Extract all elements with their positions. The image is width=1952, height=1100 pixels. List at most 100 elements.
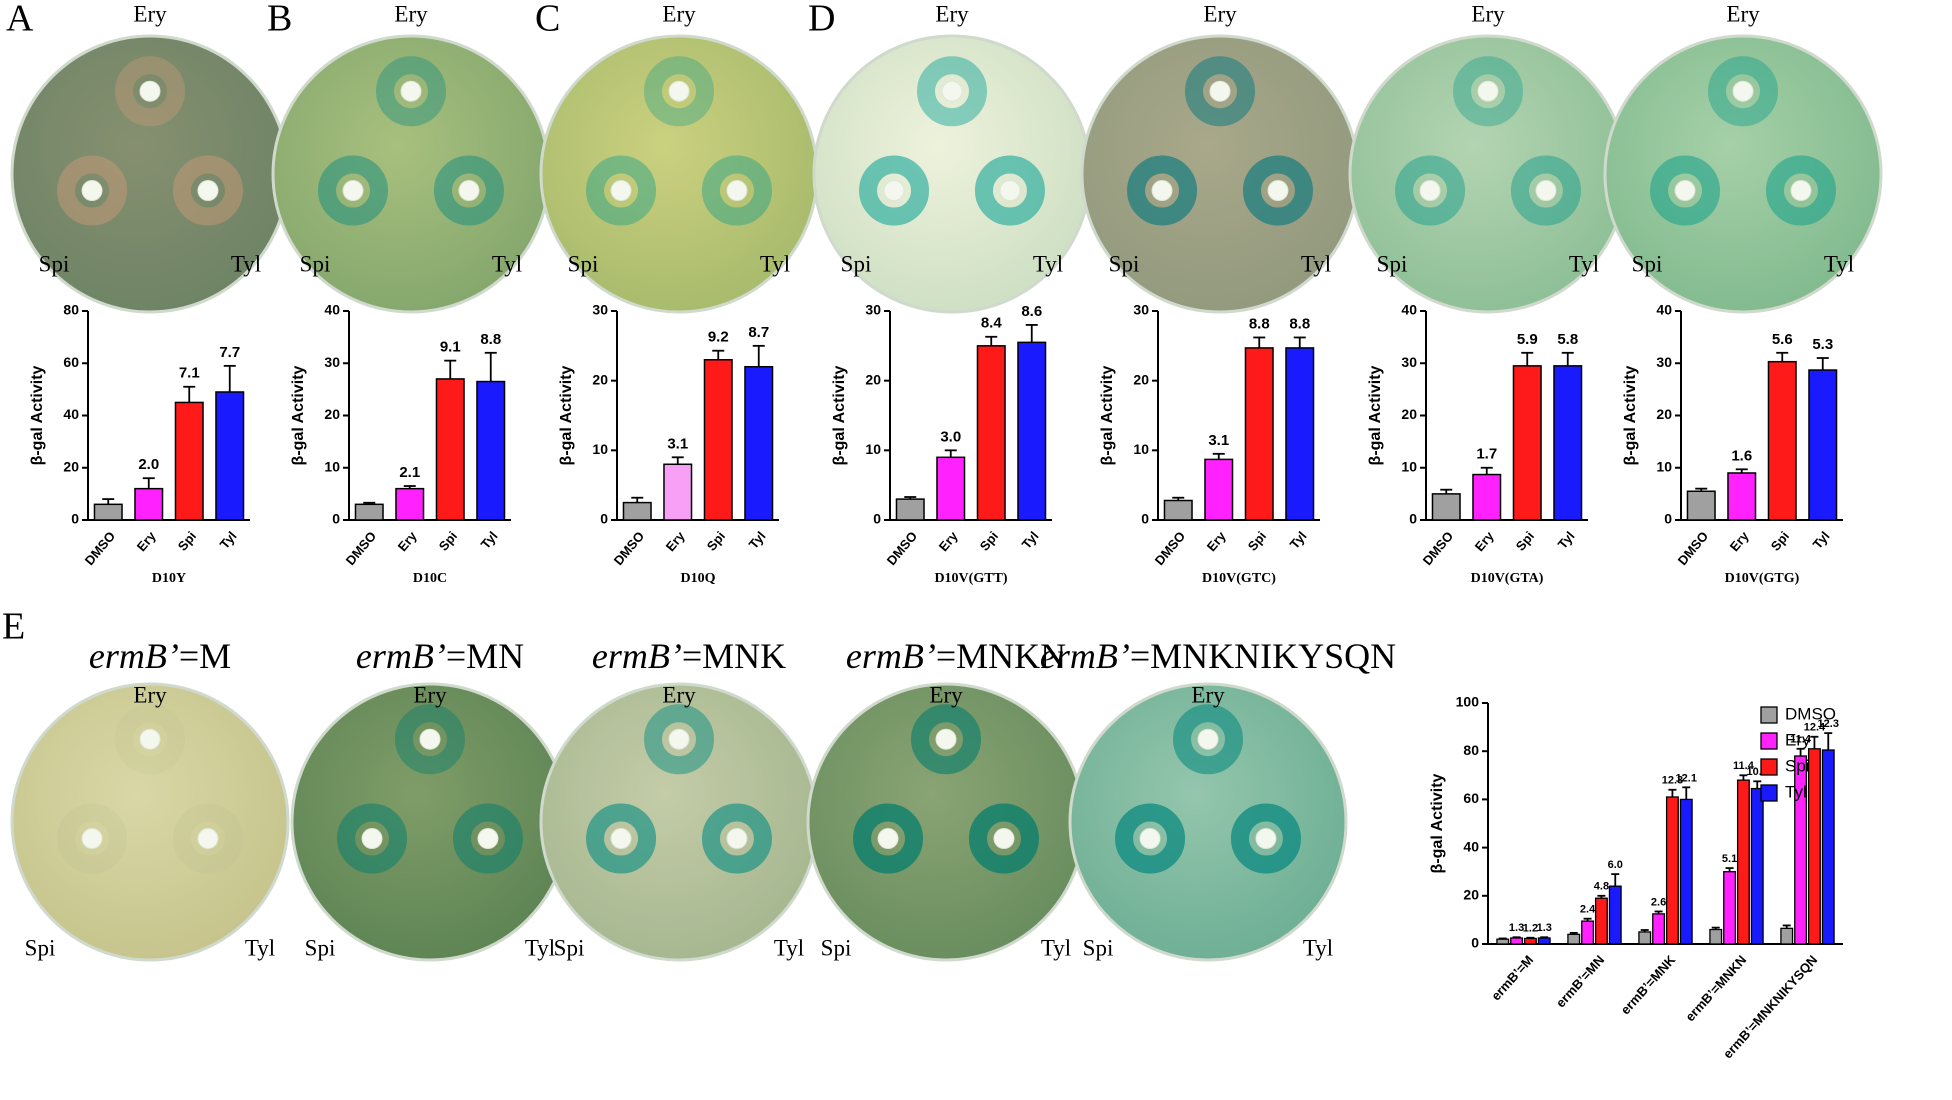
error-bar [1480,466,1493,475]
bar [1163,499,1193,521]
fold-change-label: 5.1 [1722,853,1737,865]
gene-name: ermB’ [89,636,179,676]
plate-label: Ery [413,682,447,707]
x-tick-label: Ery [1472,528,1497,554]
plate-label: Spi [1632,251,1663,276]
error-bar [223,364,236,392]
plate-label: Spi [1083,935,1114,960]
inhibition-halo [433,155,504,226]
error-bar [1440,488,1453,494]
fold-change-label: 7.7 [219,344,240,361]
well [726,180,748,202]
error-bar [1172,496,1185,501]
error-bar [1810,735,1819,749]
y-tick-label: 60 [63,354,79,370]
error-bar [1212,452,1225,460]
x-tick-label: Tyl [1810,528,1833,551]
plate-title: ermB’=MNKNIKYSQN [1040,636,1396,676]
well [993,828,1015,850]
fold-change-label: 12.1 [1676,772,1697,784]
error-bar [1682,786,1691,800]
x-tick-label: ermB’=MNK [1618,952,1679,1018]
bar [1638,931,1652,945]
inhibition-halo [1242,155,1313,226]
y-axis-label: β-gal Activity [831,365,848,465]
inhibition-halo [644,704,714,775]
y-tick-label: 80 [1463,742,1479,758]
x-tick-label: DMSO [1675,528,1712,568]
plate [539,682,819,962]
error-bar [102,498,115,505]
plate-label: Tyl [760,251,790,276]
y-tick-label: 40 [324,302,340,318]
y-axis-label: β-gal Activity [1429,773,1446,873]
well [935,728,957,750]
gene-name: ermB’ [356,636,446,676]
well [342,180,364,202]
well [1419,180,1441,202]
y-tick-label: 10 [324,458,340,474]
bar [1472,473,1502,521]
fold-change-label: 2.0 [138,456,159,473]
error-bar [671,456,684,465]
fold-change-label: 2.1 [399,464,420,481]
plate-title: ermB’=M [89,636,231,676]
bar [1431,493,1461,521]
x-tick-label: DMSO [611,528,648,568]
inhibition-halo [57,155,128,226]
inhibition-halo [911,704,981,775]
well [400,80,422,102]
x-tick-label: Spi [1245,528,1269,553]
bar [93,503,123,521]
x-tick-label: Ery [134,528,159,554]
bar [622,501,652,521]
inhibition-halo [318,155,389,226]
error-bar [904,496,917,500]
x-tick-label: Spi [1513,528,1537,553]
bar [1679,798,1693,945]
y-tick-label: 10 [592,441,608,457]
plate-label: Tyl [774,935,804,960]
inhibition-halo [701,803,772,874]
bar [1244,347,1274,521]
well [458,180,480,202]
y-axis-label: β-gal Activity [1622,365,1639,465]
bar [1537,937,1551,945]
inhibition-halo [968,803,1039,874]
inhibition-halo [859,155,930,226]
bar [1567,933,1581,945]
error-bar [1253,336,1266,348]
inhibition-halo [1708,56,1778,127]
y-tick-label: 30 [1656,354,1672,370]
bar [1821,749,1835,945]
x-tick-label: DMSO [343,528,380,568]
inhibition-halo [917,56,987,127]
fold-change-label: 6.0 [1608,859,1623,871]
plate-label: Ery [929,682,963,707]
plate [10,682,290,962]
well [1535,180,1557,202]
fold-change-label: 9.2 [708,329,729,346]
plate-label: Spi [25,935,56,960]
error-bar [363,501,376,505]
y-tick-label: 0 [600,511,608,527]
y-tick-label: 40 [63,406,79,422]
fold-change-label: 3.0 [940,428,961,445]
well [197,180,219,202]
y-tick-label: 30 [592,302,608,318]
fold-change-label: 5.8 [1557,331,1578,348]
inhibition-halo [172,155,243,226]
bar [1767,360,1797,521]
y-tick-label: 30 [324,354,340,370]
error-bar [1735,468,1748,473]
plate-label: Ery [935,1,969,26]
inhibition-halo [1650,155,1721,226]
bar [1594,897,1608,945]
inhibition-halo [115,704,185,775]
construct: =MNKN [936,636,1066,676]
x-tick-label: Spi [436,528,460,553]
fold-change-label: 8.8 [1289,315,1310,332]
fold-change-label: 2.6 [1651,896,1666,908]
error-bar [1695,487,1708,492]
panel-letter: A [6,0,34,40]
